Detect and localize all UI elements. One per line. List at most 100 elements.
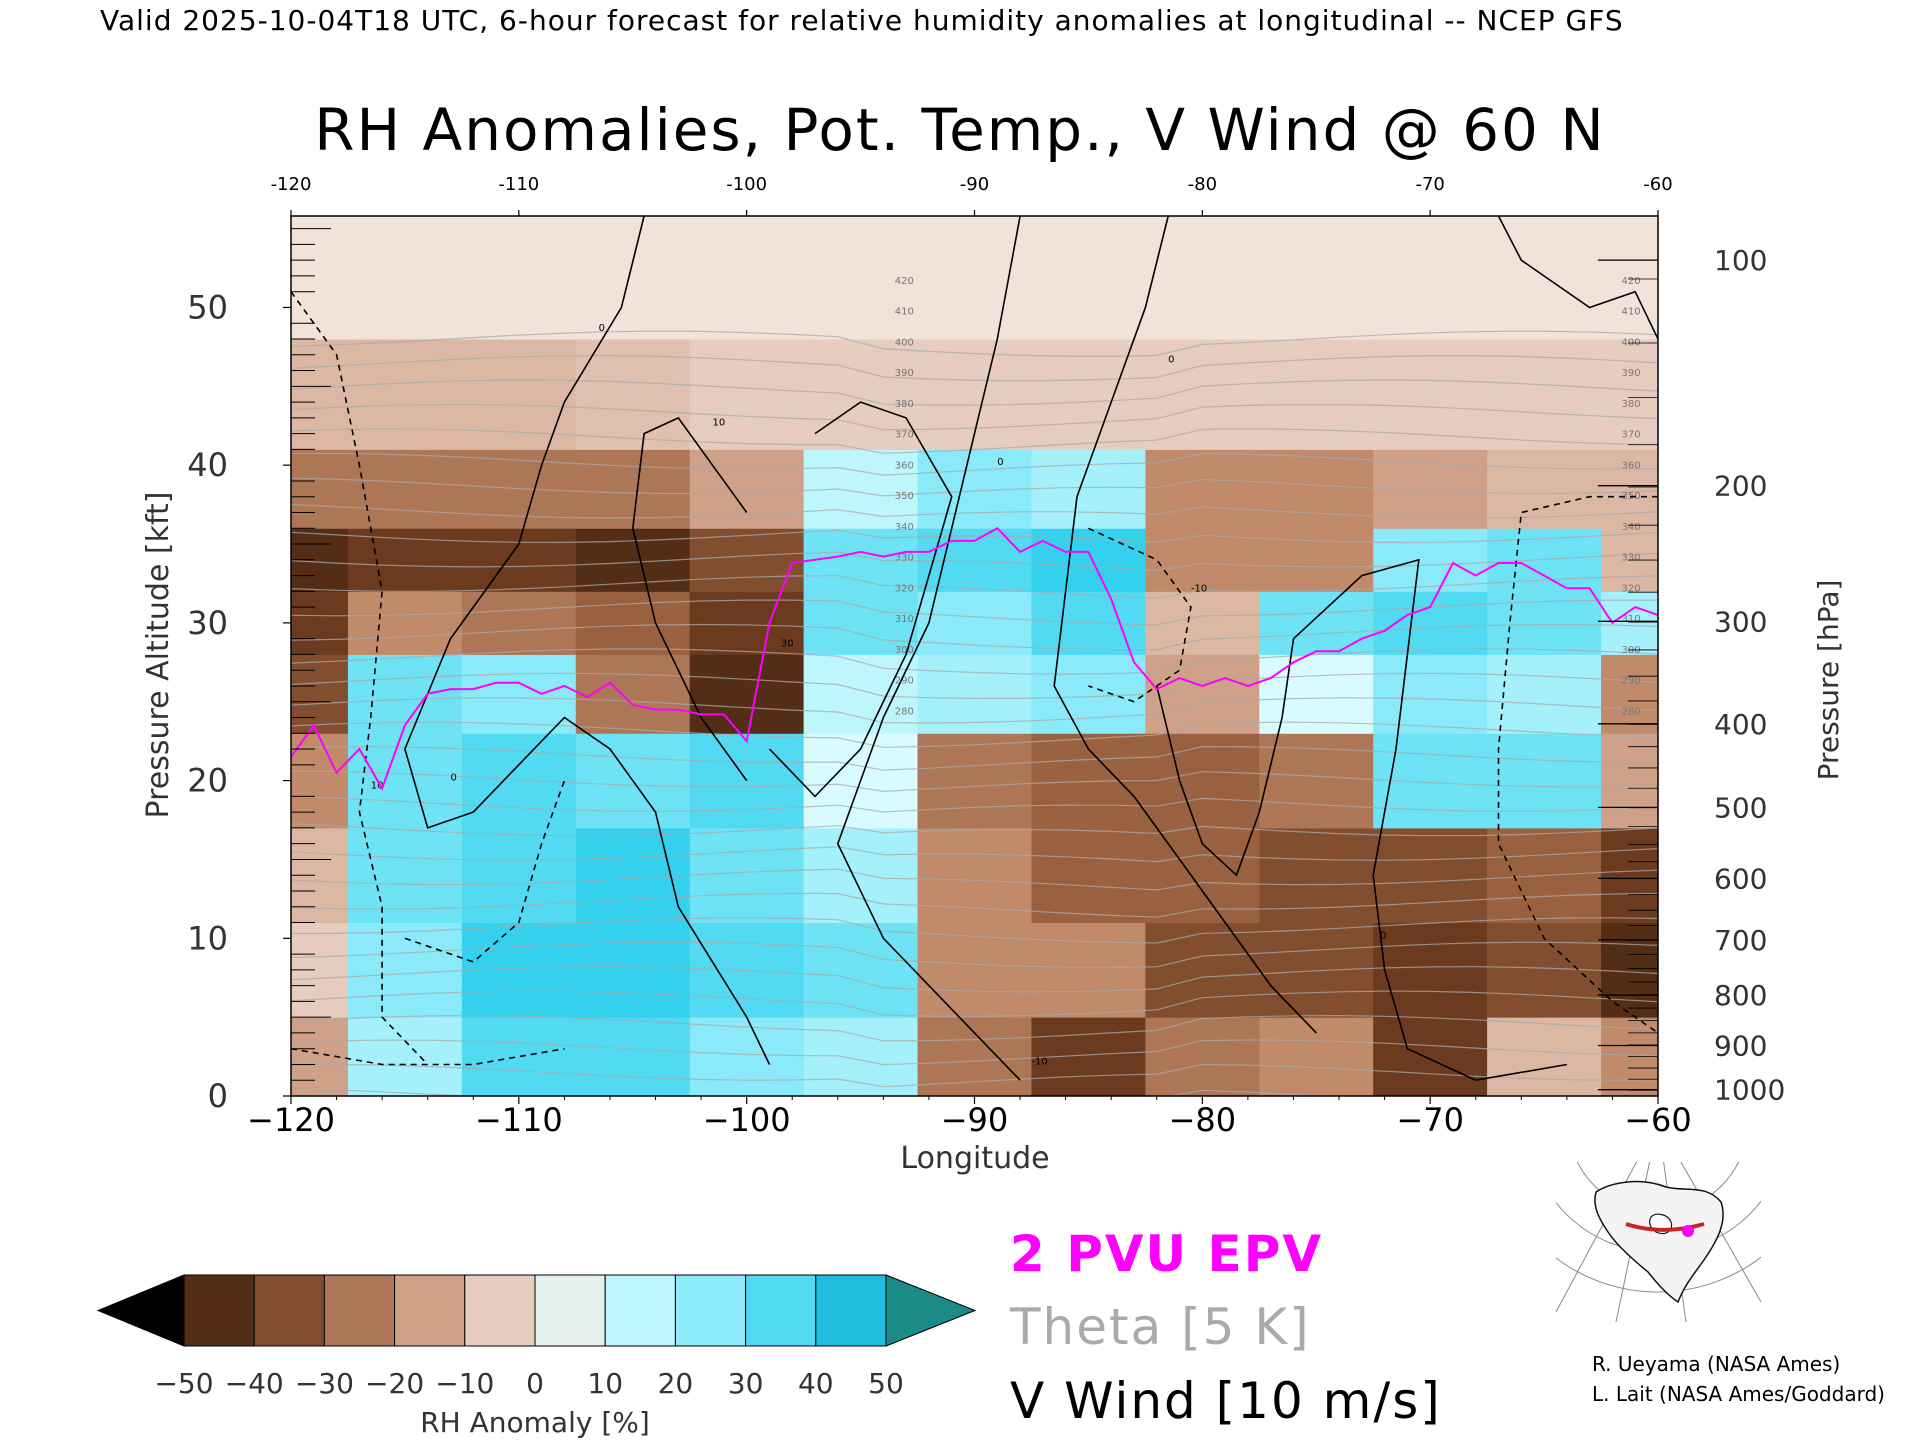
theta-label: 340	[895, 522, 914, 533]
rh-cell	[803, 922, 919, 1018]
rh-cell	[689, 449, 805, 529]
rh-cell	[689, 591, 805, 655]
rh-cell	[461, 216, 577, 340]
colorbar-label: RH Anomaly [%]	[420, 1406, 650, 1439]
theta-label: 300	[895, 645, 914, 656]
rh-cell	[461, 654, 577, 734]
rh-cell	[1373, 591, 1488, 655]
rh-cell	[1031, 449, 1146, 529]
rh-cell	[347, 216, 463, 340]
theta-label: 290	[895, 676, 914, 687]
pressure-tick-label: 100	[1714, 244, 1767, 277]
rh-cell	[803, 216, 919, 340]
theta-label: 280	[895, 706, 914, 717]
theta-label: 340	[1622, 522, 1641, 533]
v-wind-contour	[768, 401, 953, 798]
locator-map	[1556, 1162, 1761, 1322]
colorbar-under-arrow	[96, 1274, 185, 1347]
theta-contour	[291, 574, 1658, 599]
rh-cell	[347, 449, 463, 529]
rh-cell	[1487, 733, 1602, 829]
rh-cell	[575, 591, 691, 655]
theta-label: 320	[895, 583, 914, 594]
theta-contour	[291, 1063, 1658, 1088]
colorbar-segment	[815, 1274, 887, 1347]
epv-line-layer	[291, 527, 1658, 791]
colorbar-segment	[394, 1274, 466, 1347]
pressure-tick-label: 800	[1714, 979, 1767, 1012]
v-wind-label: 0	[1168, 355, 1174, 366]
theta-contour	[291, 941, 1658, 969]
theta-label: 370	[1622, 430, 1641, 441]
theta-label: 310	[895, 614, 914, 625]
x-tick-label: −60	[1624, 1101, 1692, 1139]
rh-cell	[461, 591, 577, 655]
rh-cell	[575, 827, 691, 924]
rh-cell	[917, 733, 1032, 829]
rh-cell	[461, 1017, 577, 1096]
rh-cell	[1031, 827, 1146, 924]
rh-cell	[1259, 922, 1374, 1018]
theta-label: 370	[895, 430, 914, 441]
theta-contour	[291, 770, 1658, 793]
v-wind-contour	[836, 216, 1021, 1081]
colorbar-segment	[745, 1274, 817, 1347]
theta-label: 400	[895, 337, 914, 348]
theta-contour	[291, 623, 1658, 651]
chart-title: RH Anomalies, Pot. Temp., V Wind @ 60 N	[314, 96, 1606, 164]
theta-label: 410	[1622, 307, 1641, 318]
theta-contour	[291, 917, 1658, 944]
rh-cell	[461, 528, 577, 592]
credit-line-2: L. Lait (NASA Ames/Goddard)	[1592, 1382, 1885, 1406]
rh-cell	[1487, 1017, 1602, 1096]
rh-cell	[1259, 339, 1374, 450]
theta-contour	[291, 846, 1658, 863]
colorbar-over-arrow	[885, 1274, 977, 1347]
rh-cell	[291, 216, 349, 340]
rh-cell	[1601, 339, 1658, 450]
v-wind-contour	[291, 1047, 565, 1066]
colorbar-segment	[674, 1274, 747, 1347]
rh-cell	[1373, 654, 1488, 734]
colorbar-segment	[604, 1274, 676, 1347]
theta-contour	[291, 795, 1658, 813]
rh-cell	[689, 1017, 805, 1096]
legend-epv: 2 PVU EPV	[1010, 1225, 1324, 1283]
valid-time-header: Valid 2025-10-04T18 UTC, 6-hour forecast…	[100, 4, 1624, 37]
rh-cell	[1145, 591, 1260, 655]
rh-cell	[803, 591, 919, 655]
theta-label: 390	[1622, 368, 1641, 379]
theta-contour	[291, 330, 1658, 357]
v-wind-label: 10	[712, 418, 725, 429]
theta-contour	[291, 452, 1658, 476]
theta-contour	[291, 428, 1658, 454]
theta-contour	[291, 1014, 1658, 1042]
rh-cell	[1259, 1017, 1374, 1096]
x-tick-label: −100	[703, 1101, 791, 1139]
v-wind-label: 10	[371, 780, 384, 791]
v-wind-contour	[631, 416, 748, 782]
v-wind-contour	[1156, 638, 1295, 877]
pressure-tick-label: 1000	[1714, 1074, 1785, 1107]
rh-cell	[347, 339, 463, 450]
theta-contour	[291, 990, 1658, 1017]
colorbar: −50 −40 −30 −20 −10 0 10 20 30 40 50 RH Anomaly [%]	[96, 1274, 977, 1439]
theta-contour	[291, 697, 1658, 724]
theta-label: 330	[895, 553, 914, 564]
theta-label: 320	[1622, 583, 1641, 594]
colorbar-tick-label: 10	[587, 1367, 623, 1400]
theta-label: 380	[895, 399, 914, 410]
colorbar-tick-label: −30	[295, 1367, 354, 1400]
theta-contour	[291, 379, 1658, 406]
rh-cell	[803, 827, 919, 924]
x-tick-label: −110	[475, 1101, 563, 1139]
rh-cell	[347, 1017, 463, 1096]
colorbar-segment	[183, 1274, 255, 1347]
rh-cell	[1145, 216, 1260, 340]
rh-cell	[291, 654, 349, 734]
rh-cell	[1487, 216, 1602, 340]
v-wind-label: -10	[1031, 1056, 1047, 1067]
rh-cell	[347, 528, 463, 592]
rh-cell	[291, 339, 349, 450]
